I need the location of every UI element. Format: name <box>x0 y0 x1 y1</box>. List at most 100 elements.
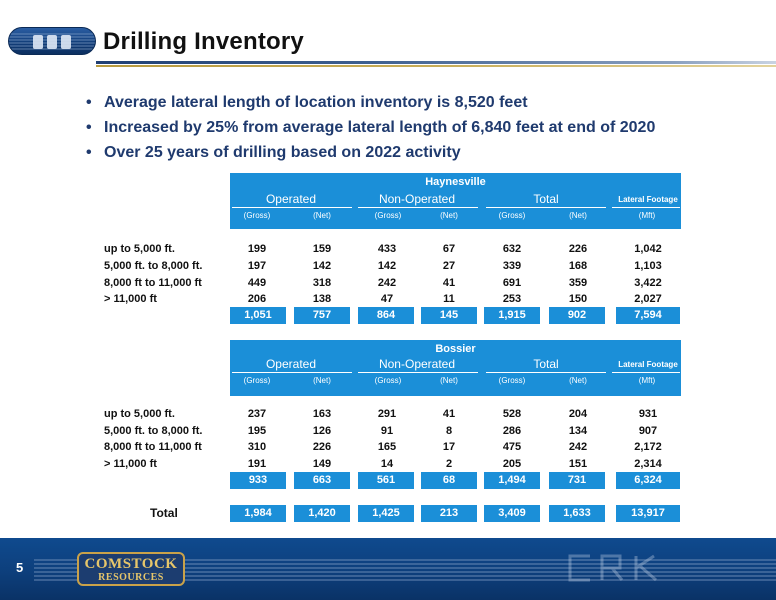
table-cell: 11 <box>443 293 455 305</box>
group-lateral-footage: Lateral Footage <box>618 360 678 369</box>
table-title: Bossier <box>435 343 476 355</box>
crk-watermark-icon <box>568 554 657 582</box>
table-cell: 226 <box>312 441 332 453</box>
row-label: up to 5,000 ft. <box>104 408 175 420</box>
table-cell: 142 <box>312 260 332 272</box>
subtotal-cell: 561 <box>358 472 414 489</box>
row-label: > 11,000 ft <box>104 293 157 305</box>
group-underline <box>612 372 680 373</box>
table-cell: 691 <box>502 277 522 289</box>
grand-total-cell: 213 <box>421 505 477 522</box>
subtotal-cell: 1,494 <box>484 472 540 489</box>
subtotal-cell: 663 <box>294 472 350 489</box>
table-cell: 1,103 <box>634 260 662 272</box>
table-cell: 433 <box>377 243 397 255</box>
table-cell: 242 <box>568 441 588 453</box>
grand-total-cell: 1,984 <box>230 505 286 522</box>
col-header: (Gross) <box>374 376 402 385</box>
table-cell: 149 <box>312 458 332 470</box>
comstock-logo: COMSTOCK RESOURCES <box>77 552 185 586</box>
group-lateral-footage: Lateral Footage <box>618 195 678 204</box>
footer-bar: 5 COMSTOCK RESOURCES <box>0 538 776 600</box>
table-cell: 17 <box>442 441 456 453</box>
table-cell: 138 <box>312 293 332 305</box>
col-header: (Gross) <box>243 376 271 385</box>
subtotal-cell: 6,324 <box>616 472 680 489</box>
table-cell: 2,172 <box>634 441 662 453</box>
table-cell: 2,314 <box>634 458 662 470</box>
bullet-dot-icon: • <box>86 119 92 136</box>
table-cell: 931 <box>638 408 658 420</box>
table-cell: 47 <box>380 293 394 305</box>
col-header: (Net) <box>440 376 458 385</box>
table-cell: 205 <box>502 458 522 470</box>
table-cell: 206 <box>247 293 267 305</box>
page-title: Drilling Inventory <box>103 28 304 55</box>
subtotal-cell: 902 <box>549 307 605 324</box>
col-header: (Net) <box>569 211 587 220</box>
bullet-dot-icon: • <box>86 144 92 161</box>
col-header: (Net) <box>313 376 331 385</box>
row-label: 5,000 ft. to 8,000 ft. <box>104 425 203 437</box>
grand-total-cell: 3,409 <box>484 505 540 522</box>
subtotal-cell: 1,915 <box>484 307 540 324</box>
bullet-item: • Average lateral length of location inve… <box>86 94 528 111</box>
subtotal-cell: 68 <box>421 472 477 489</box>
brand-subtitle: RESOURCES <box>98 572 164 583</box>
col-header: (Gross) <box>498 376 526 385</box>
table-cell: 3,422 <box>634 277 662 289</box>
col-header: (Net) <box>313 211 331 220</box>
row-label: 8,000 ft to 11,000 ft <box>104 441 202 453</box>
row-label: > 11,000 ft <box>104 458 157 470</box>
table-cell: 8 <box>445 425 453 437</box>
table-cell: 151 <box>568 458 588 470</box>
row-label: up to 5,000 ft. <box>104 243 175 255</box>
group-total: Total <box>533 357 559 371</box>
bullet-item: • Over 25 years of drilling based on 2022… <box>86 144 461 161</box>
table-cell: 126 <box>312 425 332 437</box>
table-cell: 195 <box>247 425 267 437</box>
table-cell: 165 <box>377 441 397 453</box>
group-underline <box>358 207 478 208</box>
table-cell: 2 <box>445 458 453 470</box>
table-cell: 159 <box>312 243 332 255</box>
group-non-operated: Non-Operated <box>378 192 456 206</box>
table-cell: 907 <box>638 425 658 437</box>
table-cell: 310 <box>247 441 267 453</box>
subtotal-cell: 757 <box>294 307 350 324</box>
table-header <box>230 340 681 396</box>
group-underline <box>232 207 352 208</box>
table-cell: 226 <box>568 243 588 255</box>
subtotal-cell: 731 <box>549 472 605 489</box>
table-cell: 253 <box>502 293 522 305</box>
table-cell: 67 <box>442 243 456 255</box>
table-title: Haynesville <box>425 176 486 188</box>
table-cell: 2,027 <box>634 293 662 305</box>
table-cell: 41 <box>442 277 456 289</box>
table-cell: 291 <box>377 408 397 420</box>
grand-total-cell: 1,420 <box>294 505 350 522</box>
table-cell: 197 <box>247 260 267 272</box>
table-cell: 168 <box>568 260 588 272</box>
title-rule <box>96 61 776 64</box>
crk-logo-icon <box>8 27 96 55</box>
table-cell: 163 <box>312 408 332 420</box>
group-underline <box>232 372 352 373</box>
group-underline <box>486 372 606 373</box>
table-cell: 1,042 <box>634 243 662 255</box>
group-underline <box>358 372 478 373</box>
table-cell: 528 <box>502 408 522 420</box>
table-cell: 286 <box>502 425 522 437</box>
col-header: (Net) <box>440 211 458 220</box>
col-header: (Mft) <box>638 376 656 385</box>
bullet-list: • Average lateral length of location inve… <box>86 93 655 168</box>
table-cell: 150 <box>568 293 588 305</box>
haynesville-table: Haynesville Operated Non-Operated Total … <box>0 173 776 333</box>
table-cell: 91 <box>380 425 394 437</box>
table-cell: 134 <box>568 425 588 437</box>
col-header: (Gross) <box>374 211 402 220</box>
table-cell: 191 <box>247 458 267 470</box>
bullet-dot-icon: • <box>86 94 92 111</box>
grand-total-cell: 13,917 <box>616 505 680 522</box>
group-underline <box>486 207 606 208</box>
